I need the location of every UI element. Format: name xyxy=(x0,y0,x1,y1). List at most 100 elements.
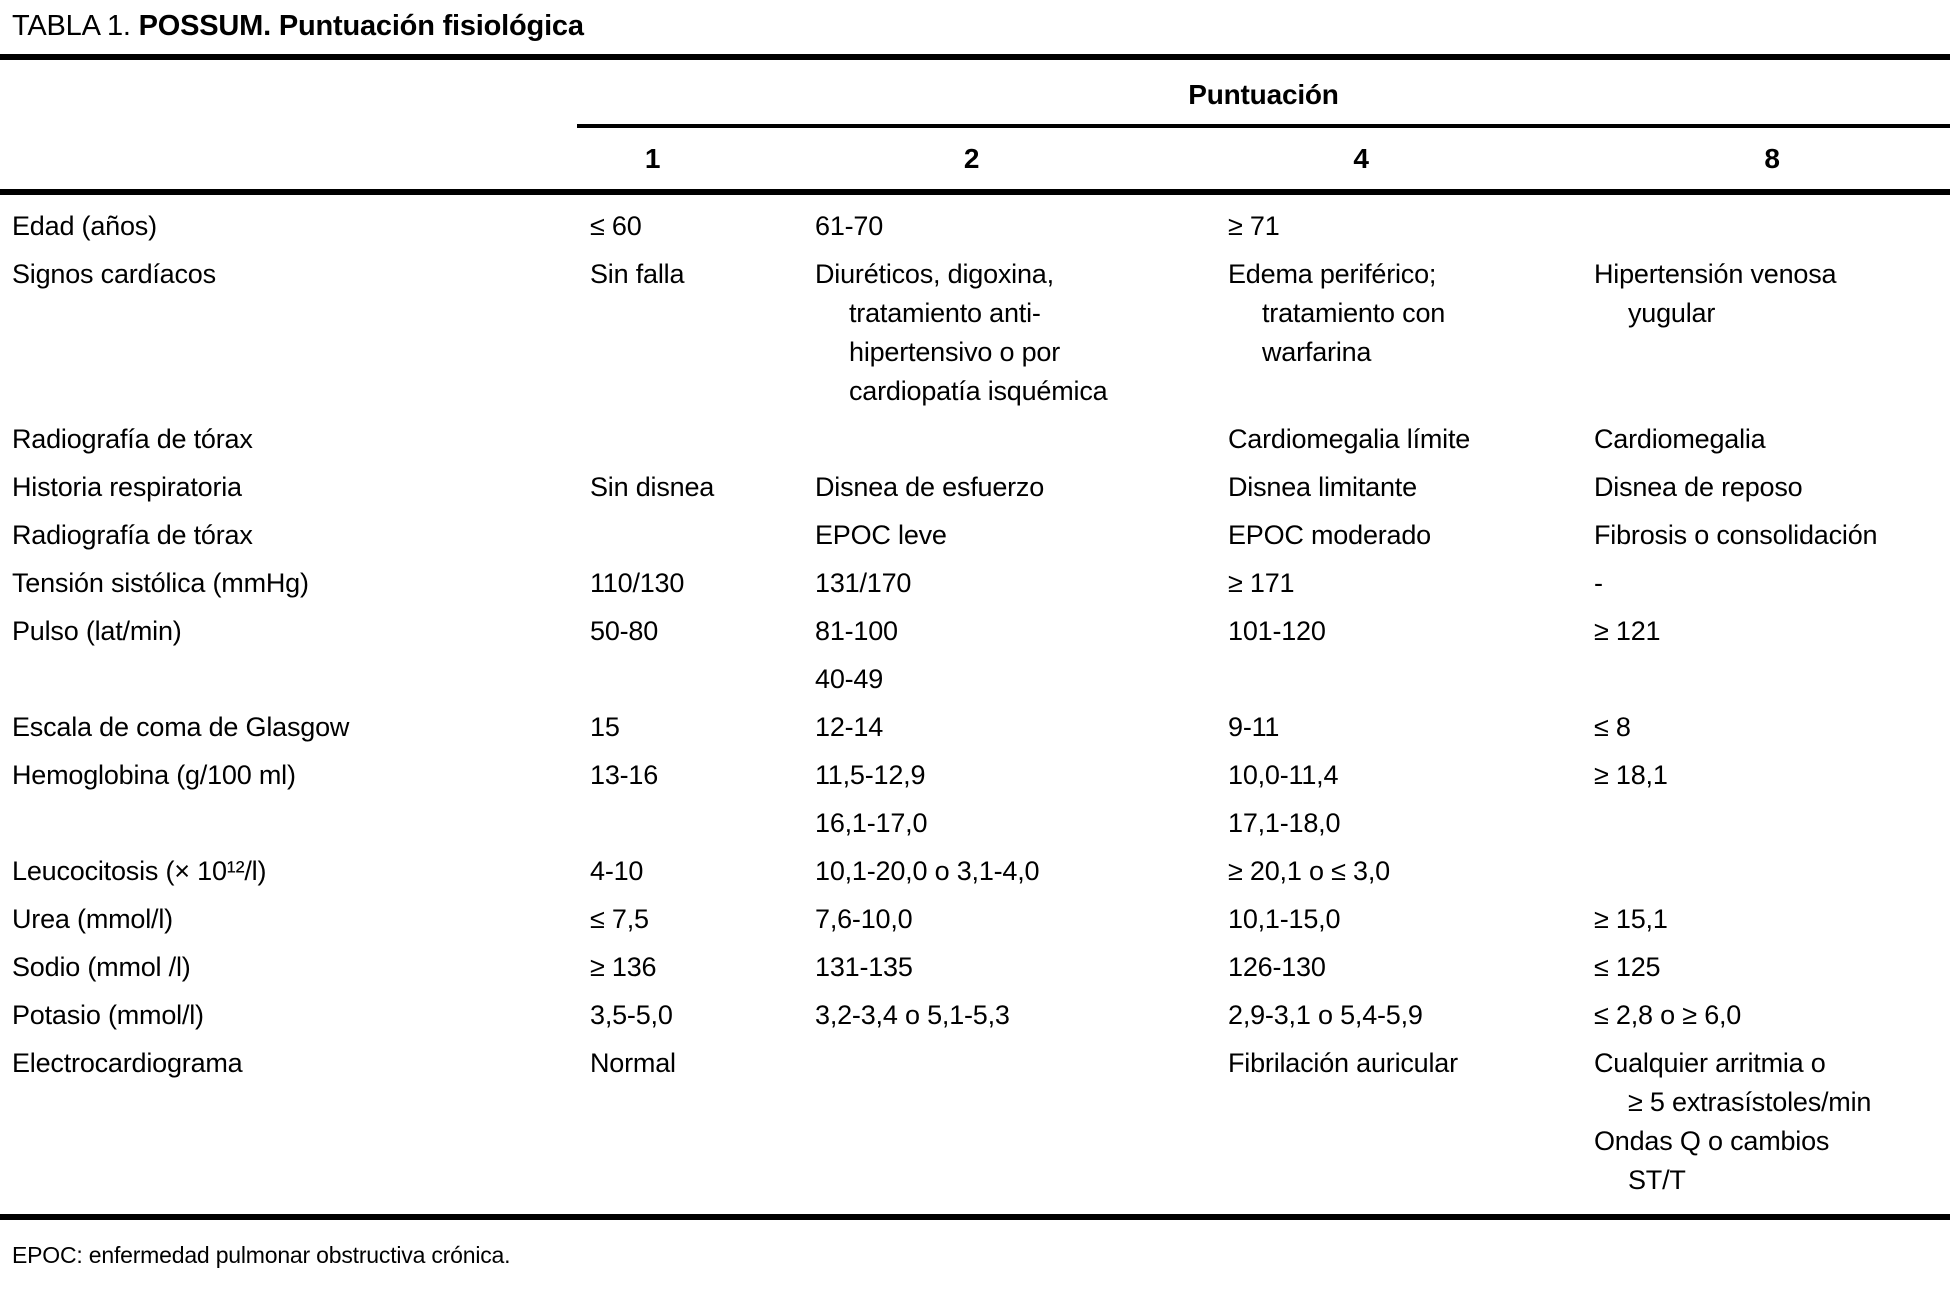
footnote: EPOC: enfermedad pulmonar obstructiva cr… xyxy=(12,1242,511,1268)
cell-text xyxy=(815,1044,1228,1083)
score-group-rule xyxy=(577,124,1950,128)
score-group-header: Puntuación xyxy=(1188,79,1339,110)
score-cell-8: ≥ 15,1 xyxy=(1594,900,1950,939)
table-row: Tensión sistólica (mmHg) 110/130 131/170 ≥ … xyxy=(0,564,1950,603)
row-label: Escala de coma de Glasgow xyxy=(12,712,350,742)
score-cell-2: 61-70 xyxy=(815,207,1228,246)
cell-text: 13-16 xyxy=(590,760,659,790)
row-label: Radiografía de tórax xyxy=(12,424,253,454)
cell-text: ≥ 171 xyxy=(1228,568,1295,598)
table-row: 40-49 xyxy=(0,660,1950,699)
cell-text xyxy=(590,420,815,459)
cell-text: Normal xyxy=(590,1048,676,1078)
cell-text xyxy=(1594,207,1950,246)
cell-text: - xyxy=(1594,568,1603,598)
cell-text: yugular xyxy=(1628,298,1716,328)
page-title: TABLA 1. POSSUM. Puntuación fisiológica xyxy=(12,10,1950,43)
score-cell-8: ≥ 18,1 xyxy=(1594,756,1950,795)
table-row: Pulso (lat/min) 50-80 81-100 101-120 ≥ 121 xyxy=(0,612,1950,651)
score-cell-1 xyxy=(590,660,815,699)
cell-text: ≥ 71 xyxy=(1228,211,1280,241)
cell-text: Edema periférico; xyxy=(1228,259,1437,289)
cell-text xyxy=(1594,660,1950,699)
cell-text: 3,5-5,0 xyxy=(590,1000,673,1030)
cell-text: 131-135 xyxy=(815,952,913,982)
score-cell-1: 50-80 xyxy=(590,612,815,651)
score-cell-1 xyxy=(590,516,815,555)
row-label xyxy=(0,804,590,843)
cell-text: ≥ 18,1 xyxy=(1594,760,1668,790)
cell-text xyxy=(1594,852,1950,891)
score-cell-4: ≥ 71 xyxy=(1228,207,1594,246)
cell-text xyxy=(590,516,815,555)
score-cell-4: ≥ 20,1 o ≤ 3,0 xyxy=(1228,852,1594,891)
cell-text: 12-14 xyxy=(815,712,884,742)
score-cell-1: Normal xyxy=(590,1044,815,1200)
cell-text: tratamiento anti- xyxy=(849,298,1041,328)
physiology-table-body: Edad (años) ≤ 60 61-70 ≥ 71 Signos cardíacos… xyxy=(0,195,1950,1200)
cell-text: ≤ 125 xyxy=(1594,952,1661,982)
cell-text: EPOC moderado xyxy=(1228,520,1431,550)
score-cell-2 xyxy=(815,1044,1228,1200)
cell-text: 110/130 xyxy=(590,568,685,598)
column-header-2: 2 xyxy=(963,142,980,174)
cell-text: 16,1-17,0 xyxy=(815,808,928,838)
table-row: Edad (años) ≤ 60 61-70 ≥ 71 xyxy=(0,207,1950,246)
score-cell-4: Edema periférico; tratamiento con warfarin… xyxy=(1228,255,1594,411)
score-cell-1 xyxy=(590,804,815,843)
score-cell-2: 11,5-12,9 xyxy=(815,756,1228,795)
table-page: TABLA 1. POSSUM. Puntuación fisiológica … xyxy=(0,10,1950,1303)
score-cell-8: Cardiomegalia xyxy=(1594,420,1950,459)
score-cell-2: 7,6-10,0 xyxy=(815,900,1228,939)
score-cell-4: Disnea limitante xyxy=(1228,468,1594,507)
cell-text xyxy=(1228,660,1594,699)
cell-text: ST/T xyxy=(1628,1165,1686,1195)
cell-text: cardiopatía isquémica xyxy=(849,376,1108,406)
score-cell-8: Hipertensión venosa yugular xyxy=(1594,255,1950,411)
cell-text: 4-10 xyxy=(590,856,644,886)
cell-text: 131/170 xyxy=(815,568,912,598)
cell-text: Disnea de esfuerzo xyxy=(815,472,1045,502)
row-label: Potasio (mmol/l) xyxy=(12,1000,204,1030)
cell-text xyxy=(815,420,1228,459)
cell-text: Fibrilación auricular xyxy=(1228,1048,1458,1078)
score-cell-1: ≤ 60 xyxy=(590,207,815,246)
cell-text: 10,0-11,4 xyxy=(1228,760,1339,790)
table-row: Leucocitosis (× 10¹²/l) 4-10 10,1-20,0 o 3… xyxy=(0,852,1950,891)
top-rule xyxy=(0,54,1950,60)
score-cell-4: Fibrilación auricular xyxy=(1228,1044,1594,1200)
table-row: Radiografía de tórax Cardiomegalia límite… xyxy=(0,420,1950,459)
row-label: Urea (mmol/l) xyxy=(12,904,173,934)
cell-text: ≤ 60 xyxy=(590,211,642,241)
score-cell-4: 17,1-18,0 xyxy=(1228,804,1594,843)
score-cell-1: 4-10 xyxy=(590,852,815,891)
row-label: Hemoglobina (g/100 ml) xyxy=(12,760,296,790)
row-label: Leucocitosis (× 10¹²/l) xyxy=(12,856,267,886)
score-cell-4: 126-130 xyxy=(1228,948,1594,987)
cell-text: 2,9-3,1 o 5,4-5,9 xyxy=(1228,1000,1423,1030)
score-cell-8: Cualquier arritmia o ≥ 5 extrasístoles/mi… xyxy=(1594,1044,1950,1200)
row-label: Signos cardíacos xyxy=(12,259,216,289)
score-cell-4: 10,1-15,0 xyxy=(1228,900,1594,939)
score-cell-2: 131-135 xyxy=(815,948,1228,987)
score-cell-8 xyxy=(1594,660,1950,699)
cell-text xyxy=(1594,804,1950,843)
row-label: Tensión sistólica (mmHg) xyxy=(12,568,309,598)
cell-text: ≤ 2,8 o ≥ 6,0 xyxy=(1594,1000,1742,1030)
row-label: Sodio (mmol /l) xyxy=(12,952,191,982)
score-cell-4: 10,0-11,4 xyxy=(1228,756,1594,795)
score-cell-8: Fibrosis o consolidación xyxy=(1594,516,1950,555)
score-cell-2: 16,1-17,0 xyxy=(815,804,1228,843)
cell-text: ≥ 15,1 xyxy=(1594,904,1668,934)
score-cell-1: Sin falla xyxy=(590,255,815,411)
score-cell-1: Sin disnea xyxy=(590,468,815,507)
score-cell-8: ≤ 125 xyxy=(1594,948,1950,987)
cell-text: Cardiomegalia xyxy=(1594,424,1766,454)
score-cell-2 xyxy=(815,420,1228,459)
cell-text: 17,1-18,0 xyxy=(1228,808,1341,838)
cell-text: tratamiento con xyxy=(1262,298,1446,328)
table-row: Urea (mmol/l) ≤ 7,5 7,6-10,0 10,1-15,0 ≥ 15,… xyxy=(0,900,1950,939)
score-cell-1: ≤ 7,5 xyxy=(590,900,815,939)
table-row: Radiografía de tórax EPOC leve EPOC modera… xyxy=(0,516,1950,555)
cell-text: Cualquier arritmia o xyxy=(1594,1048,1826,1078)
